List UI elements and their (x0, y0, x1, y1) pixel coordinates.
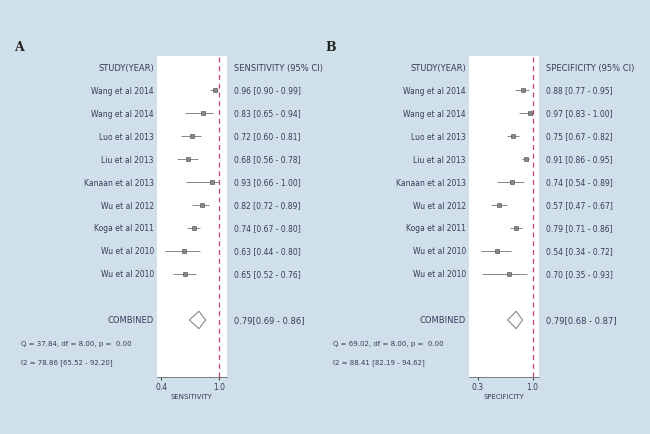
Text: Kanaan et al 2013: Kanaan et al 2013 (84, 178, 154, 187)
Text: I2 = 78.86 [65.52 - 92.20]: I2 = 78.86 [65.52 - 92.20] (21, 358, 112, 365)
Text: 0.93 [0.66 - 1.00]: 0.93 [0.66 - 1.00] (233, 178, 300, 187)
X-axis label: SENSITIVITY: SENSITIVITY (171, 393, 213, 399)
Polygon shape (189, 312, 205, 329)
Text: 0.74 [0.54 - 0.89]: 0.74 [0.54 - 0.89] (545, 178, 612, 187)
Text: 0.79[0.68 - 0.87]: 0.79[0.68 - 0.87] (545, 316, 616, 325)
Text: B: B (326, 41, 336, 54)
Text: 0.75 [0.67 - 0.82]: 0.75 [0.67 - 0.82] (545, 132, 612, 141)
Text: Luo et al 2013: Luo et al 2013 (411, 132, 466, 141)
Text: SENSITIVITY (95% CI): SENSITIVITY (95% CI) (233, 63, 322, 72)
Text: Wu et al 2010: Wu et al 2010 (413, 270, 466, 279)
Text: Wu et al 2012: Wu et al 2012 (101, 201, 154, 210)
Text: Q = 69.02, df = 8.00, p =  0.00: Q = 69.02, df = 8.00, p = 0.00 (333, 340, 443, 346)
Text: 0.72 [0.60 - 0.81]: 0.72 [0.60 - 0.81] (233, 132, 300, 141)
X-axis label: SPECIFICITY: SPECIFICITY (484, 393, 524, 399)
Text: Wang et al 2014: Wang et al 2014 (91, 86, 154, 95)
Text: STUDY(YEAR): STUDY(YEAR) (410, 63, 466, 72)
Text: Wang et al 2014: Wang et al 2014 (403, 109, 466, 118)
Text: COMBINED: COMBINED (107, 316, 154, 325)
Text: Wu et al 2010: Wu et al 2010 (101, 247, 154, 256)
Text: 0.57 [0.47 - 0.67]: 0.57 [0.47 - 0.67] (545, 201, 612, 210)
Text: SPECIFICITY (95% CI): SPECIFICITY (95% CI) (545, 63, 634, 72)
Text: 0.79[0.69 - 0.86]: 0.79[0.69 - 0.86] (233, 316, 304, 325)
Text: COMBINED: COMBINED (419, 316, 466, 325)
Text: Wang et al 2014: Wang et al 2014 (403, 86, 466, 95)
Text: Liu et al 2013: Liu et al 2013 (413, 155, 466, 164)
Text: Kanaan et al 2013: Kanaan et al 2013 (396, 178, 466, 187)
Text: Wang et al 2014: Wang et al 2014 (91, 109, 154, 118)
Text: 0.74 [0.67 - 0.80]: 0.74 [0.67 - 0.80] (233, 224, 300, 233)
Text: Koga et al 2011: Koga et al 2011 (406, 224, 466, 233)
Text: I2 = 88.41 [82.19 - 94.62]: I2 = 88.41 [82.19 - 94.62] (333, 358, 424, 365)
Text: 0.70 [0.35 - 0.93]: 0.70 [0.35 - 0.93] (545, 270, 612, 279)
Text: Koga et al 2011: Koga et al 2011 (94, 224, 154, 233)
Text: 0.83 [0.65 - 0.94]: 0.83 [0.65 - 0.94] (233, 109, 300, 118)
Polygon shape (508, 312, 523, 329)
Text: Wu et al 2012: Wu et al 2012 (413, 201, 466, 210)
Text: A: A (14, 41, 23, 54)
Text: 0.82 [0.72 - 0.89]: 0.82 [0.72 - 0.89] (233, 201, 300, 210)
Text: 0.79 [0.71 - 0.86]: 0.79 [0.71 - 0.86] (545, 224, 612, 233)
Text: 0.96 [0.90 - 0.99]: 0.96 [0.90 - 0.99] (233, 86, 300, 95)
Text: STUDY(YEAR): STUDY(YEAR) (98, 63, 154, 72)
Text: Wu et al 2010: Wu et al 2010 (413, 247, 466, 256)
Text: Liu et al 2013: Liu et al 2013 (101, 155, 154, 164)
Text: 0.97 [0.83 - 1.00]: 0.97 [0.83 - 1.00] (545, 109, 612, 118)
Text: 0.68 [0.56 - 0.78]: 0.68 [0.56 - 0.78] (233, 155, 300, 164)
Text: Q = 37.84, df = 8.00, p =  0.00: Q = 37.84, df = 8.00, p = 0.00 (21, 340, 131, 346)
Text: Wu et al 2010: Wu et al 2010 (101, 270, 154, 279)
Text: 0.65 [0.52 - 0.76]: 0.65 [0.52 - 0.76] (233, 270, 300, 279)
Text: 0.63 [0.44 - 0.80]: 0.63 [0.44 - 0.80] (233, 247, 300, 256)
Text: 0.88 [0.77 - 0.95]: 0.88 [0.77 - 0.95] (545, 86, 612, 95)
Text: Luo et al 2013: Luo et al 2013 (99, 132, 154, 141)
Text: 0.91 [0.86 - 0.95]: 0.91 [0.86 - 0.95] (545, 155, 612, 164)
Text: 0.54 [0.34 - 0.72]: 0.54 [0.34 - 0.72] (545, 247, 612, 256)
